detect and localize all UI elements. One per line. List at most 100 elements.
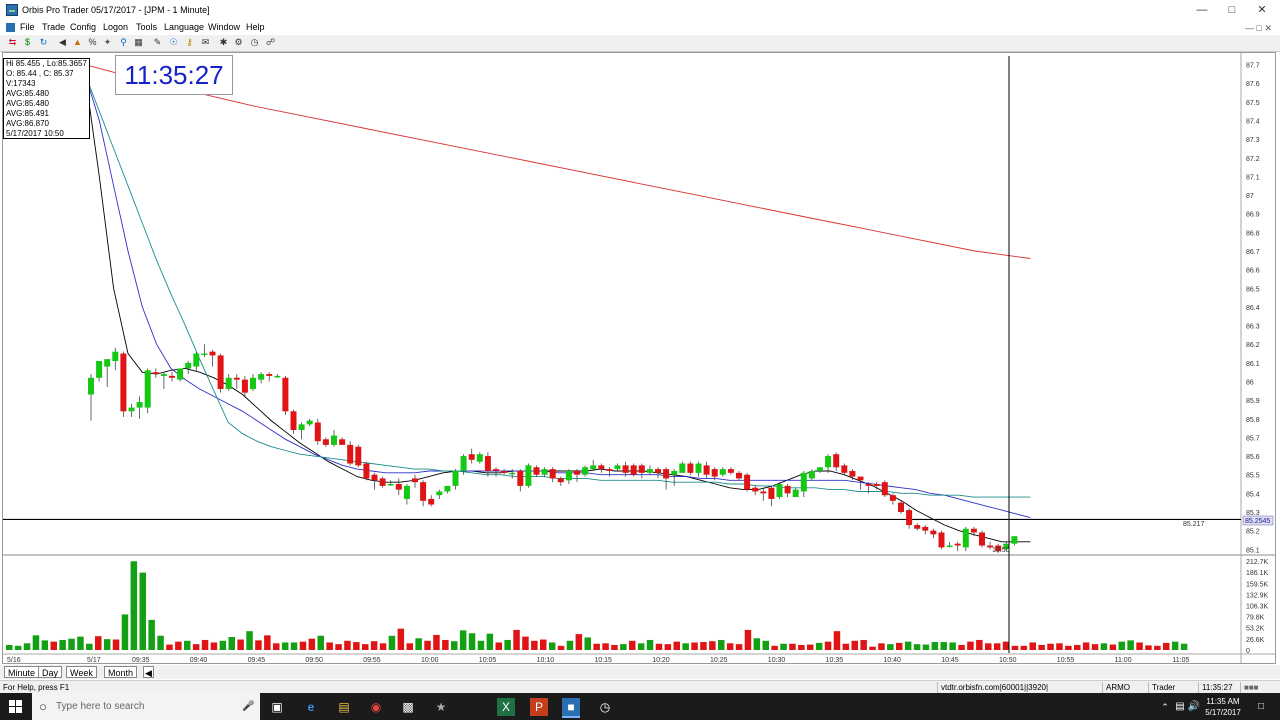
chrome-icon[interactable]: ◉ xyxy=(370,700,382,714)
edge-icon[interactable]: e xyxy=(307,700,315,714)
volume-bar xyxy=(379,643,387,650)
menu-language[interactable]: Language xyxy=(164,22,205,32)
volume-bar xyxy=(299,641,307,650)
price-tick-label: 86.3 xyxy=(1246,324,1260,331)
tab-day[interactable]: Day xyxy=(38,666,63,678)
shuffle-icon[interactable]: ⇆ xyxy=(8,37,17,47)
candle-body xyxy=(144,370,151,408)
orbis-taskbar-icon[interactable]: ■ xyxy=(562,698,580,718)
lock-icon[interactable]: ☍ xyxy=(265,37,276,47)
store-icon[interactable]: ▩ xyxy=(402,700,414,714)
volume-bar xyxy=(157,635,164,650)
chart-icon[interactable]: ▲ xyxy=(73,37,82,47)
close-icon[interactable]: ✕ xyxy=(1257,4,1267,16)
tab-week[interactable]: Week xyxy=(66,666,97,678)
menu-window[interactable]: Window xyxy=(208,22,241,32)
candle-body xyxy=(549,469,556,479)
volume-bar xyxy=(424,640,431,650)
task-view-icon[interactable]: ▣ xyxy=(271,700,283,714)
dollar-icon[interactable]: $ xyxy=(24,37,30,47)
candle-body xyxy=(201,353,208,356)
candle-body xyxy=(169,375,175,378)
excel-icon[interactable]: X xyxy=(497,698,515,716)
candle-body xyxy=(914,525,921,529)
volume-bar xyxy=(1145,645,1152,650)
volume-bar xyxy=(1065,645,1072,650)
info-avg-1: AVG:85.480 xyxy=(6,89,49,98)
grid-icon[interactable]: ▦ xyxy=(134,37,143,47)
volume-bar xyxy=(41,640,49,650)
candle-body xyxy=(509,472,516,475)
candle-body xyxy=(1003,543,1010,550)
percent-icon[interactable]: % xyxy=(88,37,97,47)
candle-body xyxy=(177,368,184,380)
clock-icon[interactable]: ◷ xyxy=(250,37,259,47)
notifications-icon[interactable]: □ xyxy=(1257,701,1265,712)
microphone-icon[interactable]: 🎤 xyxy=(242,701,255,712)
candle-body xyxy=(331,435,337,445)
volume-bar xyxy=(718,639,725,650)
windows-start-icon[interactable] xyxy=(9,700,22,713)
candle-body xyxy=(1011,536,1018,544)
volume-bar xyxy=(940,642,947,650)
chart-panel[interactable]: 87.7 87.6 87.5 87.4 87.3 87.2 87.1 87 86.9 86.8 86… xyxy=(2,52,1276,664)
volume-bar xyxy=(1109,644,1117,650)
candle-body xyxy=(582,467,589,475)
world-icon[interactable]: ☉ xyxy=(169,37,178,47)
candle-body xyxy=(630,465,637,475)
menu-help[interactable]: Help xyxy=(246,22,265,32)
menu-logon[interactable]: Logon xyxy=(103,22,129,32)
taskbar-clock[interactable]: 11:35 AM 5/17/2017 xyxy=(1200,696,1246,718)
menu-file[interactable]: File xyxy=(20,22,35,32)
volume-icon[interactable]: 🔊 xyxy=(1187,701,1201,712)
volume-bar xyxy=(95,636,102,650)
clock-app-icon[interactable]: ◷ xyxy=(599,700,611,714)
tab-month[interactable]: Month xyxy=(104,666,138,678)
volume-bar xyxy=(815,642,823,650)
volume-bar xyxy=(406,643,413,650)
taskbar-search[interactable]: ○ Type here to search 🎤 xyxy=(32,693,260,720)
info-open-close: O: 85.44 , C: 85.37 xyxy=(6,69,74,78)
draw-icon[interactable]: ✎ xyxy=(153,37,162,47)
candle-body xyxy=(622,465,629,473)
price-chart[interactable]: 87.7 87.6 87.5 87.4 87.3 87.2 87.1 87 86.9 86.8 86… xyxy=(3,53,1275,663)
volume-bar xyxy=(744,629,752,650)
volume-bar xyxy=(68,638,75,650)
gear-icon[interactable]: ⚙ xyxy=(234,37,243,47)
zoom-icon[interactable]: ⚲ xyxy=(120,37,127,47)
candle-body xyxy=(736,472,742,479)
candle-body xyxy=(825,456,832,468)
tab-minute[interactable]: Minute xyxy=(4,666,40,678)
powerpoint-icon[interactable]: P xyxy=(530,698,548,716)
volume-bar xyxy=(842,643,850,650)
key-icon[interactable]: ⚷ xyxy=(186,37,193,47)
candle-body xyxy=(185,362,192,369)
volume-bar xyxy=(486,633,494,650)
tab-scroll-left-icon[interactable]: ◀ xyxy=(143,666,154,678)
network-icon[interactable]: ▤ xyxy=(1175,701,1185,712)
maximize-icon[interactable]: □ xyxy=(1228,4,1236,16)
minimize-icon[interactable]: — xyxy=(1196,4,1208,16)
status-indicators-icon: ■■■ xyxy=(1240,682,1278,693)
candle-body xyxy=(946,545,953,548)
back-icon[interactable]: ◀ xyxy=(59,37,66,47)
volume-tick-label: 106.3K xyxy=(1246,604,1269,611)
menu-config[interactable]: Config xyxy=(70,22,97,32)
volume-bar xyxy=(985,643,992,650)
moving-average-line xyxy=(84,64,1031,259)
settings-icon[interactable]: ✱ xyxy=(219,37,228,47)
menu-trade[interactable]: Trade xyxy=(42,22,66,32)
candle-body xyxy=(987,545,994,548)
tools-icon[interactable]: ✦ xyxy=(103,37,112,47)
volume-tick-label: 159.5K xyxy=(1246,581,1269,588)
candle-body xyxy=(314,422,321,442)
time-axis-label: 11:05 xyxy=(1172,657,1189,663)
menu-tools[interactable]: Tools xyxy=(136,22,158,32)
candle-body xyxy=(136,402,143,408)
mail-icon[interactable]: ✉ xyxy=(201,37,210,47)
file-explorer-icon[interactable]: ▤ xyxy=(338,700,350,714)
refresh-icon[interactable]: ↻ xyxy=(39,37,48,47)
tray-expand-icon[interactable]: ⌃ xyxy=(1161,702,1169,712)
app-icon-misc[interactable]: ★ xyxy=(435,700,447,714)
mdi-controls[interactable]: — □ ✕ xyxy=(1245,23,1272,33)
